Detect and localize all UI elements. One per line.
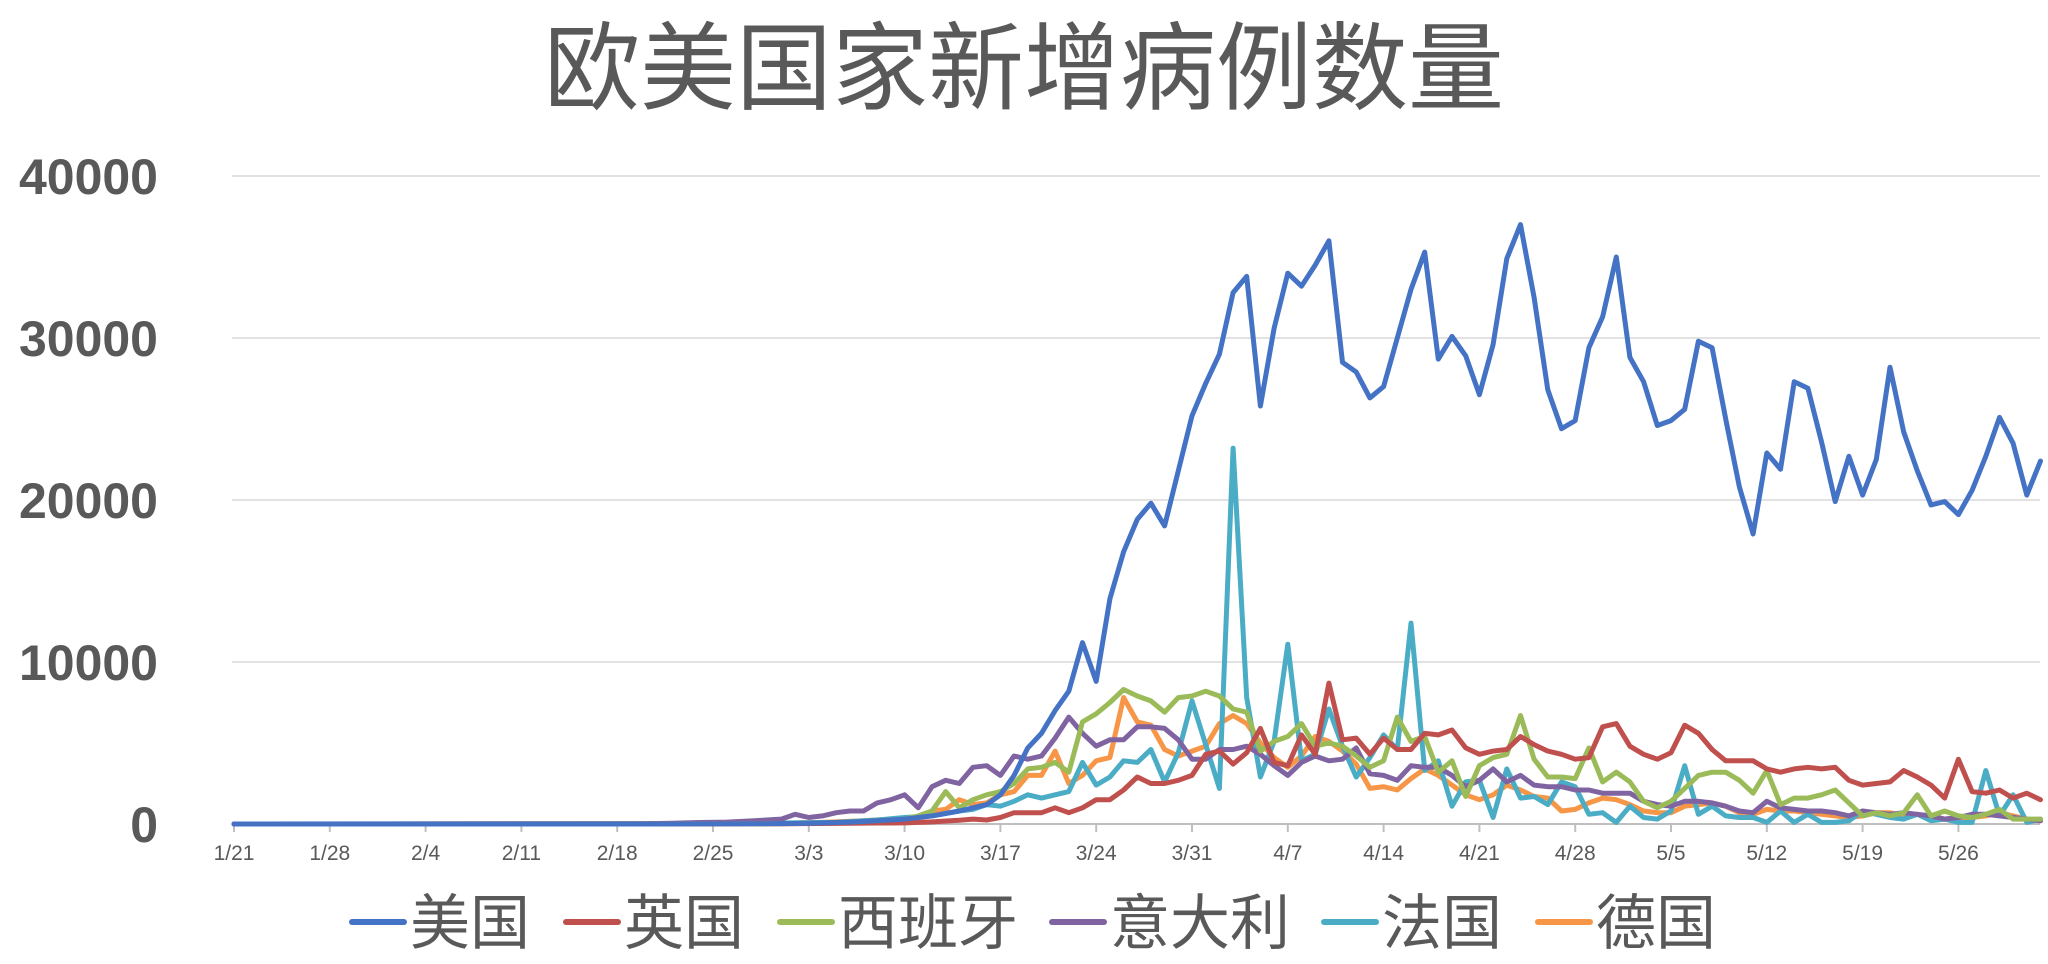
legend-label: 法国 (1382, 889, 1502, 959)
series-line-德国 (231, 695, 2043, 827)
x-tick-label: 5/26 (1938, 842, 1979, 865)
x-tick-label: 3/10 (884, 842, 925, 865)
y-tick-label: 20000 (19, 473, 158, 529)
x-tick-label: 5/12 (1746, 842, 1787, 865)
x-tick-label: 2/11 (502, 842, 541, 865)
x-tick-label: 2/4 (411, 842, 441, 865)
legend-label: 西班牙 (838, 889, 1018, 959)
series-line-意大利 (231, 714, 2043, 827)
x-tick-label: 1/28 (309, 842, 350, 865)
x-tick-label: 2/25 (693, 842, 734, 865)
gridlines (232, 175, 2040, 825)
series-lines (231, 222, 2043, 827)
x-axis-ticks: 1/21 1/28 2/4 2/11 2/18 2/25 3/3 3/10 3/17 3/24 3/… (214, 824, 1979, 865)
y-tick-label: 0 (130, 797, 158, 853)
legend: 美国 英国 西班牙 意大利 法国 德国 (349, 889, 1716, 959)
series-line-法国 (231, 445, 2043, 827)
x-tick-label: 5/19 (1842, 842, 1883, 865)
x-tick-label: 2/18 (597, 842, 638, 865)
legend-label: 英国 (624, 889, 744, 959)
x-tick-label: 4/7 (1273, 842, 1302, 865)
x-tick-label: 4/21 (1459, 842, 1500, 865)
y-tick-label: 40000 (19, 149, 158, 205)
series-line-美国 (231, 222, 2043, 827)
legend-label: 美国 (410, 889, 530, 959)
x-tick-label: 5/5 (1656, 842, 1685, 865)
x-tick-label: 3/31 (1172, 842, 1213, 865)
series-line-英国 (231, 680, 2043, 827)
series-line-西班牙 (231, 687, 2043, 827)
legend-label: 德国 (1596, 889, 1716, 959)
x-tick-label: 3/24 (1076, 842, 1117, 865)
chart-title: 欧美国家新增病例数量 (544, 13, 1504, 125)
y-tick-label: 30000 (19, 311, 158, 367)
x-tick-label: 3/17 (980, 842, 1021, 865)
y-axis-ticks: 0 10000 20000 30000 40000 (19, 149, 158, 853)
x-tick-label: 4/28 (1555, 842, 1596, 865)
x-tick-label: 4/14 (1363, 842, 1404, 865)
x-tick-label: 1/21 (214, 842, 255, 865)
y-tick-label: 10000 (19, 635, 158, 691)
x-tick-label: 3/3 (794, 842, 823, 865)
legend-label: 意大利 (1110, 889, 1290, 959)
